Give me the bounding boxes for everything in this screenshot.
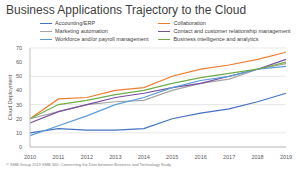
html-text:Workforce and/or payroll manag: Workforce and/or payroll management	[55, 36, 149, 42]
svg-text:0: 0	[19, 144, 22, 150]
svg-text:10: 10	[16, 130, 22, 136]
html-text:Marketing automation: Marketing automation	[55, 28, 108, 34]
svg-text:2017: 2017	[223, 154, 235, 159]
svg-text:2018: 2018	[251, 154, 263, 159]
svg-text:2010: 2010	[24, 154, 36, 159]
svg-text:30: 30	[16, 102, 22, 108]
svg-text:2011: 2011	[53, 154, 65, 159]
svg-text:20: 20	[16, 116, 22, 122]
html-text:© SMB Group 2019 SMB 360: Conn: © SMB Group 2019 SMB 360: Connecting the…	[6, 162, 171, 167]
svg-text:2013: 2013	[109, 154, 121, 159]
html-text:Accounting/ERP: Accounting/ERP	[55, 20, 96, 26]
svg-text:Cloud Deployment: Cloud Deployment	[8, 74, 13, 120]
html-text:Business intelligence and anal: Business intelligence and analytics	[173, 36, 259, 42]
svg-text:50: 50	[16, 73, 22, 79]
svg-text:2019: 2019	[280, 154, 292, 159]
svg-text:2012: 2012	[81, 154, 93, 159]
svg-text:2015: 2015	[166, 154, 178, 159]
svg-text:60: 60	[16, 59, 22, 65]
svg-text:70: 70	[16, 45, 22, 51]
svg-text:2014: 2014	[138, 154, 150, 159]
html-text:Business Applications Trajecto: Business Applications Trajectory to the …	[6, 3, 247, 17]
svg-text:2016: 2016	[195, 154, 207, 159]
html-text:Collaboration: Collaboration	[173, 20, 206, 26]
svg-text:40: 40	[16, 87, 22, 93]
html-text:Contact and customer relations: Contact and customer relationship manage…	[173, 28, 291, 34]
